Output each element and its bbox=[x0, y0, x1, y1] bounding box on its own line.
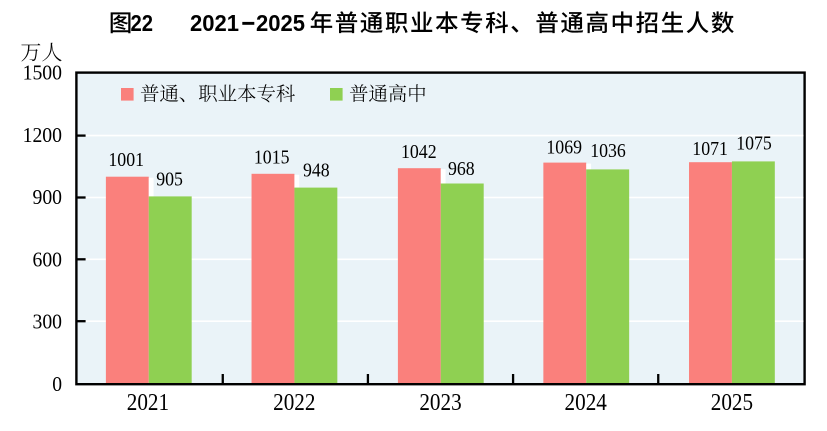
svg-text:2025: 2025 bbox=[711, 390, 753, 416]
svg-text:2025: 2025 bbox=[256, 10, 305, 36]
svg-text:1071: 1071 bbox=[692, 138, 728, 160]
svg-text:968: 968 bbox=[448, 158, 475, 180]
svg-text:1500: 1500 bbox=[23, 61, 62, 85]
svg-text:948: 948 bbox=[303, 159, 330, 181]
svg-text:2021: 2021 bbox=[127, 390, 169, 416]
svg-text:1069: 1069 bbox=[546, 137, 582, 159]
svg-text:1036: 1036 bbox=[590, 140, 626, 162]
svg-text:22: 22 bbox=[131, 10, 154, 36]
svg-text:600: 600 bbox=[33, 247, 63, 271]
svg-text:2022: 2022 bbox=[273, 390, 315, 416]
svg-text:2023: 2023 bbox=[419, 390, 461, 416]
svg-text:300: 300 bbox=[33, 310, 63, 334]
svg-text:1200: 1200 bbox=[23, 123, 62, 147]
svg-text:1042: 1042 bbox=[401, 141, 437, 163]
svg-text:0: 0 bbox=[52, 372, 62, 396]
svg-text:2024: 2024 bbox=[565, 390, 607, 416]
svg-text:905: 905 bbox=[156, 168, 183, 190]
svg-text:1001: 1001 bbox=[108, 149, 144, 171]
svg-text:2021: 2021 bbox=[190, 10, 239, 36]
svg-text:900: 900 bbox=[33, 185, 63, 209]
svg-text:1015: 1015 bbox=[254, 147, 290, 169]
svg-text:1075: 1075 bbox=[736, 133, 772, 155]
